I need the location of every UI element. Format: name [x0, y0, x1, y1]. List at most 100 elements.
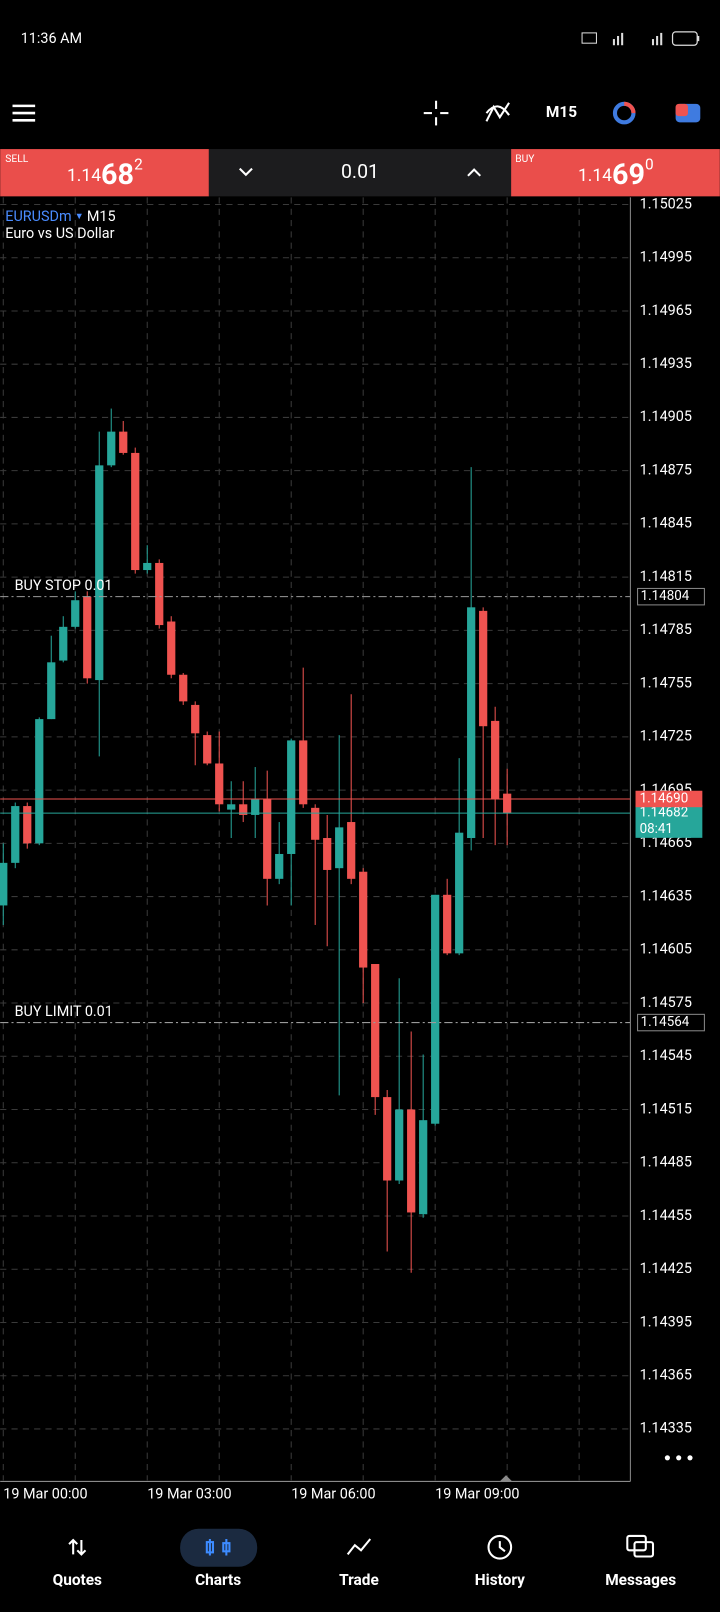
- y-tick-label: 1.14515: [640, 1100, 692, 1117]
- x-tick-label: 19 Mar 09:00: [435, 1486, 519, 1503]
- order-label: BUY STOP 0.01: [15, 577, 113, 594]
- y-tick-label: 1.14815: [640, 568, 692, 585]
- y-tick-label: 1.14335: [640, 1420, 692, 1437]
- candle-body: [335, 827, 344, 869]
- candle-body: [167, 621, 176, 675]
- candle-body: [215, 763, 224, 805]
- order-price-box: [637, 1013, 705, 1032]
- price-big: 69: [612, 157, 645, 191]
- x-tick-label: 19 Mar 06:00: [291, 1486, 375, 1503]
- candle-body: [455, 832, 464, 954]
- nav-tab[interactable]: History: [475, 1571, 525, 1589]
- sell-button[interactable]: [0, 149, 209, 197]
- price-prefix: 1.14: [578, 165, 612, 185]
- volume[interactable]: 0.01: [341, 160, 379, 183]
- volume-panel: [208, 149, 512, 197]
- scroll-marker: [499, 1475, 513, 1482]
- nav-tab[interactable]: Quotes: [53, 1571, 102, 1589]
- timeframe-button[interactable]: M15: [546, 103, 577, 121]
- volume-down[interactable]: [238, 167, 253, 177]
- bar-countdown: 08:41: [640, 822, 673, 837]
- y-tick-label: 1.14995: [640, 249, 692, 266]
- objects-button[interactable]: [612, 101, 636, 125]
- candle-body: [383, 1097, 392, 1181]
- nav-tab[interactable]: Charts: [195, 1571, 241, 1589]
- candle-body: [503, 793, 512, 814]
- candle-body: [155, 562, 164, 626]
- price-sup: 0: [645, 156, 654, 174]
- ask-price: 1.14690: [640, 792, 689, 807]
- candle-body: [419, 1120, 428, 1215]
- y-tick-label: 1.14875: [640, 461, 692, 478]
- y-tick-label: 1.14725: [640, 728, 692, 745]
- y-tick-label: 1.14845: [640, 515, 692, 532]
- candle-body: [299, 740, 308, 805]
- candle-body: [263, 798, 272, 879]
- crosshair-button[interactable]: [423, 100, 449, 126]
- x-tick-label: 19 Mar 00:00: [3, 1486, 87, 1503]
- candle-body: [371, 964, 380, 1098]
- sell-label: SELL: [5, 152, 28, 165]
- candle-body: [59, 626, 68, 661]
- candle-body: [239, 804, 248, 815]
- candle-body: [491, 720, 500, 799]
- candle-body: [407, 1109, 416, 1213]
- volume-up[interactable]: [467, 168, 482, 177]
- y-tick-label: 1.14455: [640, 1207, 692, 1224]
- order-price: 1.14804: [641, 589, 690, 604]
- candle-body: [35, 719, 44, 844]
- y-tick-label: 1.14425: [640, 1260, 692, 1277]
- buy-button[interactable]: [511, 149, 720, 197]
- nav-tab[interactable]: Messages: [605, 1571, 676, 1589]
- y-tick-label: 1.14965: [640, 302, 692, 319]
- candle-body: [275, 853, 284, 879]
- candle-body: [311, 807, 320, 840]
- buy-label: BUY: [515, 152, 535, 165]
- candle-body: [95, 465, 104, 681]
- candle-body: [11, 806, 20, 863]
- price-prefix: 1.14: [67, 165, 101, 185]
- y-tick-label: 1.14605: [640, 941, 692, 958]
- candle-body: [395, 1109, 404, 1181]
- y-tick-label: 1.14785: [640, 621, 692, 638]
- candle-body: [227, 804, 236, 810]
- nav-tab[interactable]: Trade: [339, 1571, 379, 1589]
- candle-body: [71, 600, 80, 627]
- y-tick-label: 1.14905: [640, 408, 692, 425]
- chart-header: EURUSDm ▼ M15: [5, 208, 115, 225]
- bid-price: 1.14682: [640, 806, 689, 821]
- symbol-dropdown: ▼: [75, 211, 84, 222]
- candle-body: [83, 596, 92, 679]
- order-label: BUY LIMIT 0.01: [15, 1003, 113, 1020]
- candle-body: [179, 674, 188, 702]
- candle-body: [479, 610, 488, 727]
- menu-button[interactable]: [12, 104, 36, 122]
- candle-body: [359, 871, 368, 968]
- chart: 1.15025 1.14995 1.14965 1.14935 1.14905 1.148…: [0, 195, 705, 1503]
- candle-body: [467, 607, 476, 839]
- bottom-nav: Quotes Charts Trade History Messages: [53, 1571, 677, 1589]
- symbol[interactable]: EURUSDm: [5, 208, 71, 225]
- y-tick-label: 1.14635: [640, 887, 692, 904]
- candle-body: [143, 562, 152, 571]
- candle-body: [107, 431, 116, 466]
- x-tick-label: 19 Mar 03:00: [147, 1486, 231, 1503]
- y-tick-label: 1.15025: [640, 195, 692, 212]
- chart-timeframe: M15: [87, 208, 116, 225]
- price-big: 68: [101, 157, 134, 191]
- status-time: 11:36 AM: [21, 30, 82, 47]
- trade-button[interactable]: [675, 103, 701, 123]
- active-tab-pill: [180, 1528, 258, 1567]
- order-price-box: [637, 587, 705, 606]
- candle-body: [119, 431, 128, 453]
- indicators-button[interactable]: [485, 102, 510, 122]
- candle-body: [203, 735, 212, 764]
- candle-body: [23, 806, 32, 844]
- more-button[interactable]: [664, 1455, 693, 1461]
- y-tick-label: 1.14935: [640, 355, 692, 372]
- symbol-description: Euro vs US Dollar: [5, 225, 114, 242]
- candle-body: [347, 822, 356, 879]
